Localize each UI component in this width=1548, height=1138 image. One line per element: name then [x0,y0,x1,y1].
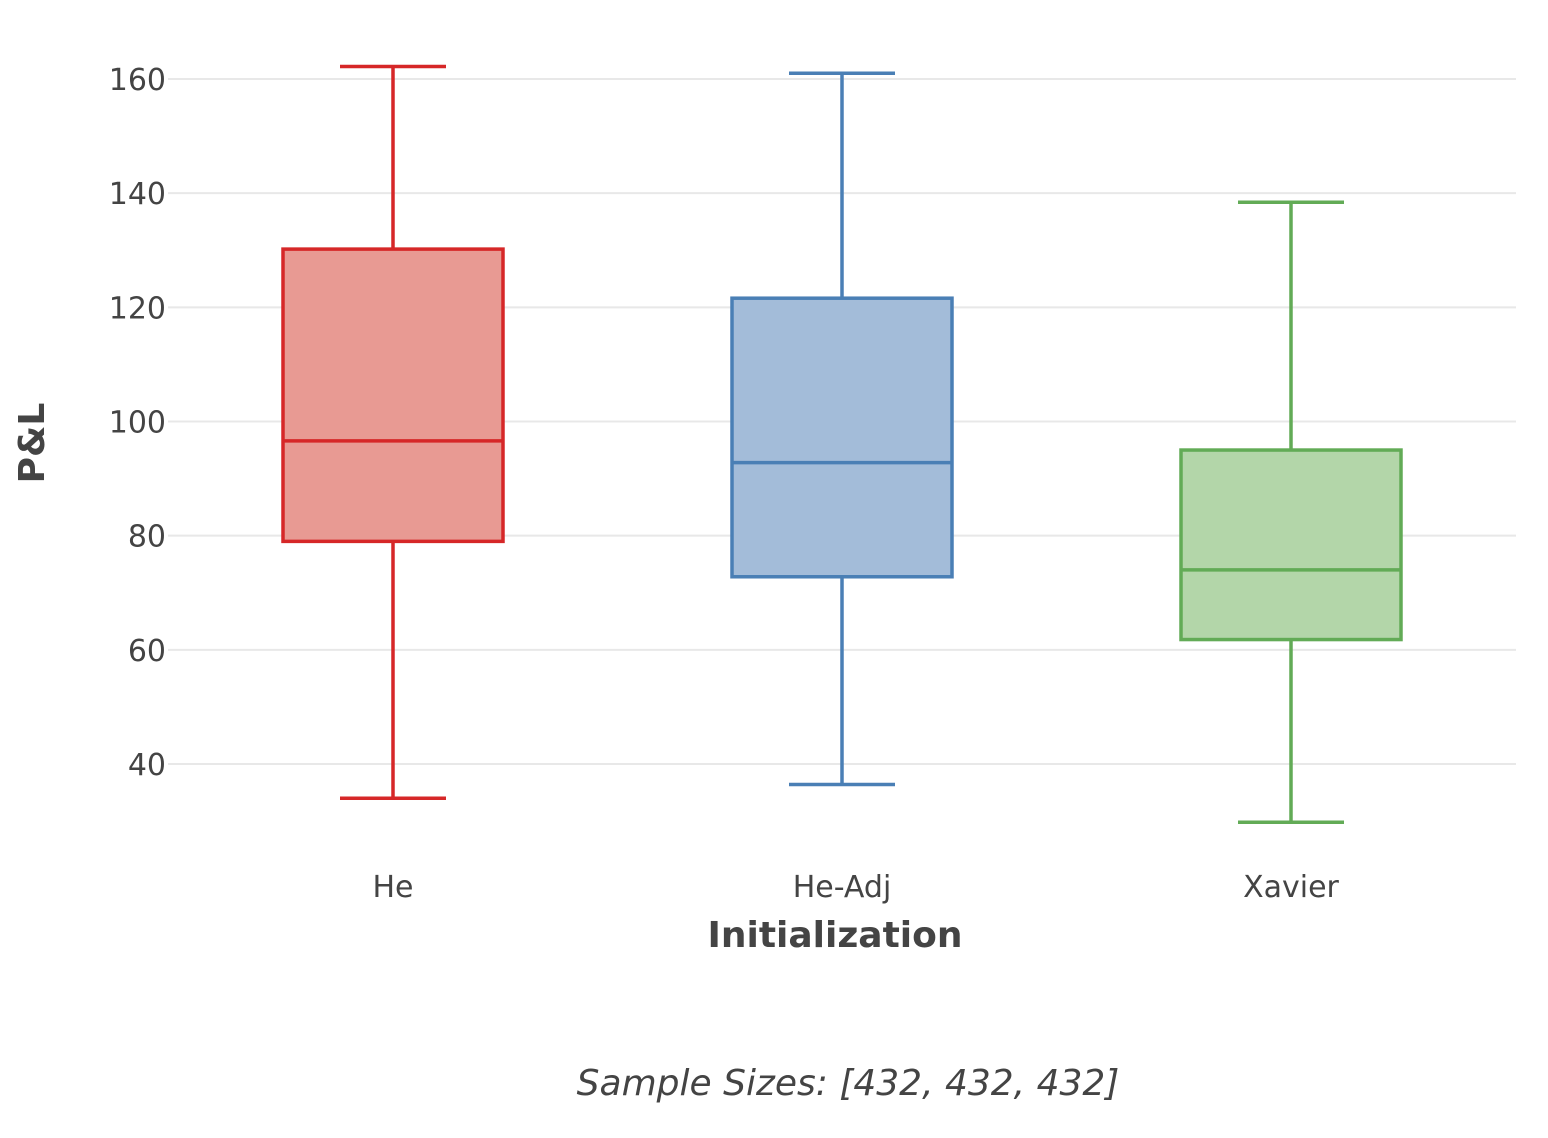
x-tick-label-he: He [372,870,413,905]
x-tick-label-he-adj: He-Adj [793,870,892,905]
y-axis-ticks: 40 60 80 100 120 140 160 [109,63,166,783]
box-xavier [1179,200,1403,824]
x-axis-title: Initialization [707,915,962,956]
y-axis-title: P&L [12,403,53,484]
y-tick-label-100: 100 [109,406,166,441]
sample-sizes-annotation: Sample Sizes: [432, 432, 432] [577,1063,1120,1104]
y-tick-label-80: 80 [128,520,166,555]
box-he [281,64,505,800]
x-tick-label-xavier: Xavier [1243,870,1339,905]
box-he-adj [730,71,954,787]
x-axis-ticks: He He-Adj Xavier [372,870,1339,905]
y-tick-label-120: 120 [109,291,166,326]
y-tick-label-140: 140 [109,177,166,212]
y-tick-label-160: 160 [109,63,166,98]
y-tick-label-60: 60 [128,634,166,669]
y-tick-label-40: 40 [128,748,166,783]
iqr-box-xavier [1179,448,1403,642]
box-series [281,64,1403,824]
iqr-box-he-adj [730,296,954,579]
iqr-box-he [281,247,505,544]
